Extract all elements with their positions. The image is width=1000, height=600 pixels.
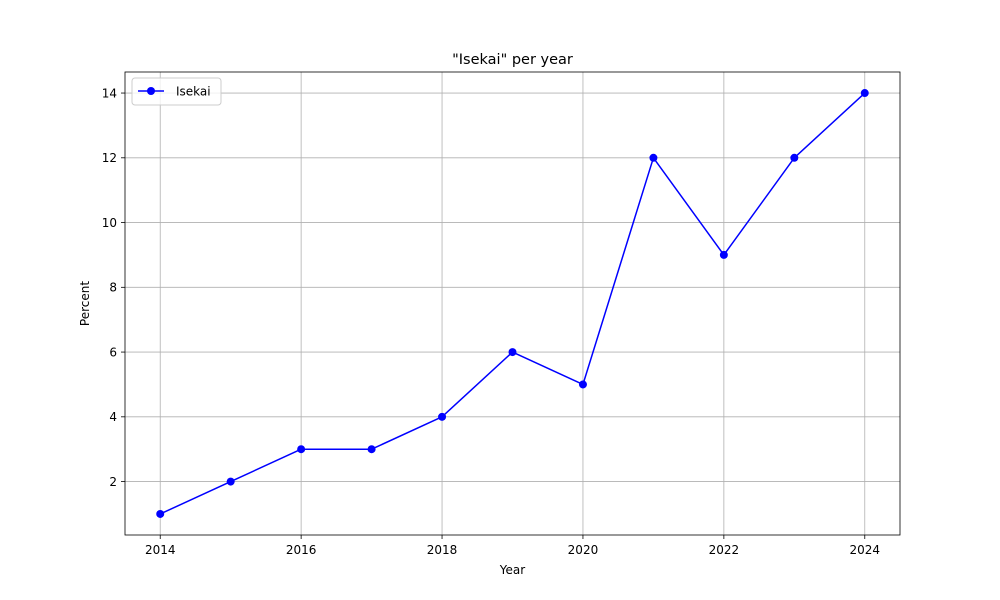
series-layer xyxy=(156,89,869,518)
data-point xyxy=(156,509,165,518)
x-axis-label: Year xyxy=(499,563,525,577)
data-point xyxy=(508,348,517,357)
x-tick-label: 2022 xyxy=(709,543,740,557)
data-point xyxy=(438,412,447,421)
y-tick-label: 12 xyxy=(102,151,117,165)
data-point xyxy=(297,445,306,454)
data-point xyxy=(578,380,587,389)
chart-title: "Isekai" per year xyxy=(452,52,573,68)
axis-ticks: 2014 2016 2018 2020 2022 2024 2 4 6 8 10 12 14 xyxy=(102,86,880,557)
data-point xyxy=(719,250,728,259)
data-point xyxy=(790,153,799,162)
y-axis-label: Percent xyxy=(78,281,92,326)
x-tick-label: 2024 xyxy=(849,543,880,557)
legend: Isekai xyxy=(131,77,222,106)
legend-marker-swatch xyxy=(147,87,155,95)
grid xyxy=(125,72,900,535)
y-tick-label: 10 xyxy=(102,216,117,230)
y-tick-label: 6 xyxy=(109,345,117,359)
y-tick-label: 4 xyxy=(109,410,117,424)
y-tick-label: 14 xyxy=(102,86,117,100)
data-point xyxy=(649,153,658,162)
y-tick-label: 8 xyxy=(109,281,117,295)
legend-box xyxy=(131,77,222,106)
plot-frame xyxy=(124,71,901,536)
x-tick-label: 2018 xyxy=(427,543,458,557)
legend-label: Isekai xyxy=(176,85,211,99)
data-point xyxy=(860,89,869,98)
data-point xyxy=(367,445,376,454)
x-tick-label: 2020 xyxy=(568,543,599,557)
data-point xyxy=(226,477,235,486)
x-tick-label: 2016 xyxy=(286,543,317,557)
y-tick-label: 2 xyxy=(109,475,117,489)
x-tick-label: 2014 xyxy=(145,543,176,557)
